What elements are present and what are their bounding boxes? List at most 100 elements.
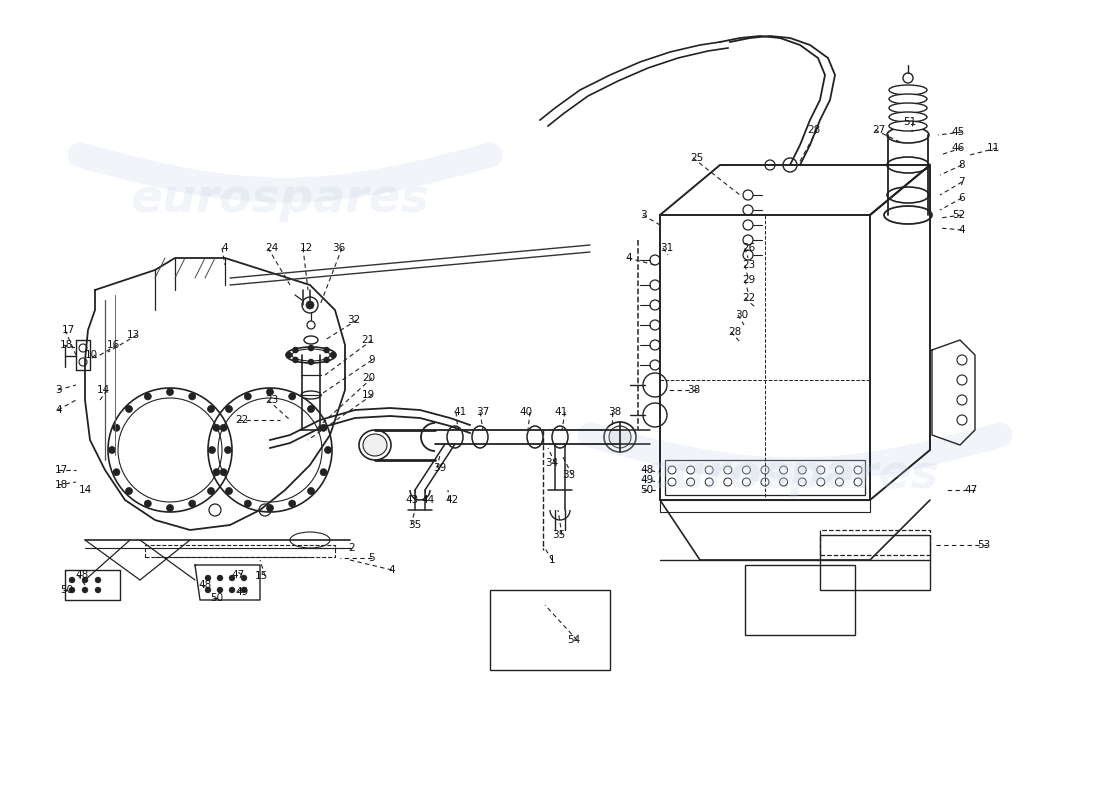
Circle shape (266, 505, 274, 511)
Text: 49: 49 (640, 475, 653, 485)
Bar (145, 545, 336, 557)
Text: 10: 10 (85, 350, 98, 360)
Circle shape (220, 469, 227, 476)
Text: 13: 13 (126, 330, 140, 340)
Text: 4: 4 (625, 253, 631, 263)
Ellipse shape (301, 391, 321, 399)
Text: 16: 16 (107, 340, 120, 350)
Text: 14: 14 (79, 485, 92, 495)
Text: 28: 28 (728, 327, 741, 337)
Text: 3: 3 (640, 210, 647, 220)
Circle shape (324, 358, 329, 362)
Text: 52: 52 (952, 210, 965, 220)
Text: 1: 1 (549, 555, 556, 565)
Circle shape (109, 446, 116, 454)
Ellipse shape (889, 112, 927, 122)
Ellipse shape (363, 434, 387, 456)
Ellipse shape (884, 206, 932, 224)
Circle shape (205, 575, 211, 581)
Text: 29: 29 (742, 275, 756, 285)
Circle shape (244, 393, 251, 400)
Bar (666, 460, 865, 495)
Circle shape (189, 500, 196, 507)
Text: 15: 15 (255, 571, 268, 581)
Text: 23: 23 (742, 260, 756, 270)
Text: 35: 35 (552, 530, 565, 540)
Text: 39: 39 (433, 463, 447, 473)
Text: 46: 46 (952, 143, 965, 153)
Circle shape (69, 577, 75, 583)
Text: 3: 3 (55, 385, 62, 395)
Text: 34: 34 (544, 458, 558, 468)
Text: 17: 17 (62, 325, 75, 335)
Text: 4: 4 (388, 565, 395, 575)
Bar (820, 530, 930, 555)
Ellipse shape (889, 94, 927, 104)
Text: 28: 28 (806, 125, 820, 135)
Text: 8: 8 (958, 160, 965, 170)
Text: 4: 4 (222, 243, 229, 253)
Circle shape (217, 575, 223, 581)
Text: 44: 44 (421, 495, 434, 505)
Circle shape (224, 446, 231, 454)
Circle shape (306, 301, 313, 309)
Text: 36: 36 (332, 243, 345, 253)
Circle shape (244, 500, 251, 507)
Text: 48: 48 (198, 580, 211, 590)
Text: 12: 12 (300, 243, 313, 253)
Circle shape (217, 587, 223, 593)
Text: 27: 27 (872, 125, 886, 135)
Text: 43: 43 (406, 495, 419, 505)
Text: 49: 49 (235, 587, 249, 597)
Circle shape (226, 487, 232, 494)
Circle shape (166, 505, 174, 511)
Text: 18: 18 (60, 340, 74, 350)
Bar (660, 500, 870, 512)
Circle shape (113, 424, 120, 431)
Text: 50: 50 (640, 485, 653, 495)
Ellipse shape (887, 127, 929, 143)
Text: 5: 5 (368, 553, 375, 563)
Circle shape (226, 406, 232, 413)
Circle shape (308, 406, 315, 413)
Text: 24: 24 (265, 243, 278, 253)
Text: 19: 19 (362, 390, 375, 400)
Circle shape (320, 424, 327, 431)
Circle shape (288, 393, 296, 400)
Text: 38: 38 (608, 407, 622, 417)
Circle shape (125, 406, 132, 413)
Ellipse shape (359, 430, 390, 460)
Ellipse shape (609, 426, 631, 448)
Text: 33: 33 (562, 470, 575, 480)
Bar (820, 535, 930, 590)
Text: 41: 41 (453, 407, 466, 417)
Text: 50: 50 (210, 593, 223, 603)
Circle shape (241, 587, 248, 593)
Text: 47: 47 (232, 570, 245, 580)
Ellipse shape (472, 426, 488, 448)
Text: 18: 18 (55, 480, 68, 490)
Ellipse shape (447, 426, 463, 448)
Circle shape (125, 487, 132, 494)
Text: 17: 17 (55, 465, 68, 475)
Ellipse shape (889, 121, 927, 131)
Ellipse shape (604, 422, 636, 452)
Circle shape (286, 353, 292, 358)
Text: 4: 4 (55, 405, 62, 415)
Ellipse shape (889, 85, 927, 95)
Circle shape (266, 389, 274, 395)
Ellipse shape (552, 426, 568, 448)
Text: 48: 48 (640, 465, 653, 475)
Text: 40: 40 (520, 407, 534, 417)
Circle shape (208, 487, 214, 494)
Circle shape (324, 347, 329, 353)
Circle shape (308, 359, 314, 365)
Text: 32: 32 (346, 315, 360, 325)
Circle shape (82, 577, 88, 583)
Circle shape (144, 500, 152, 507)
Text: 26: 26 (742, 243, 756, 253)
Circle shape (308, 487, 315, 494)
Text: 51: 51 (903, 117, 916, 127)
Text: 22: 22 (235, 415, 249, 425)
Text: 7: 7 (958, 177, 965, 187)
